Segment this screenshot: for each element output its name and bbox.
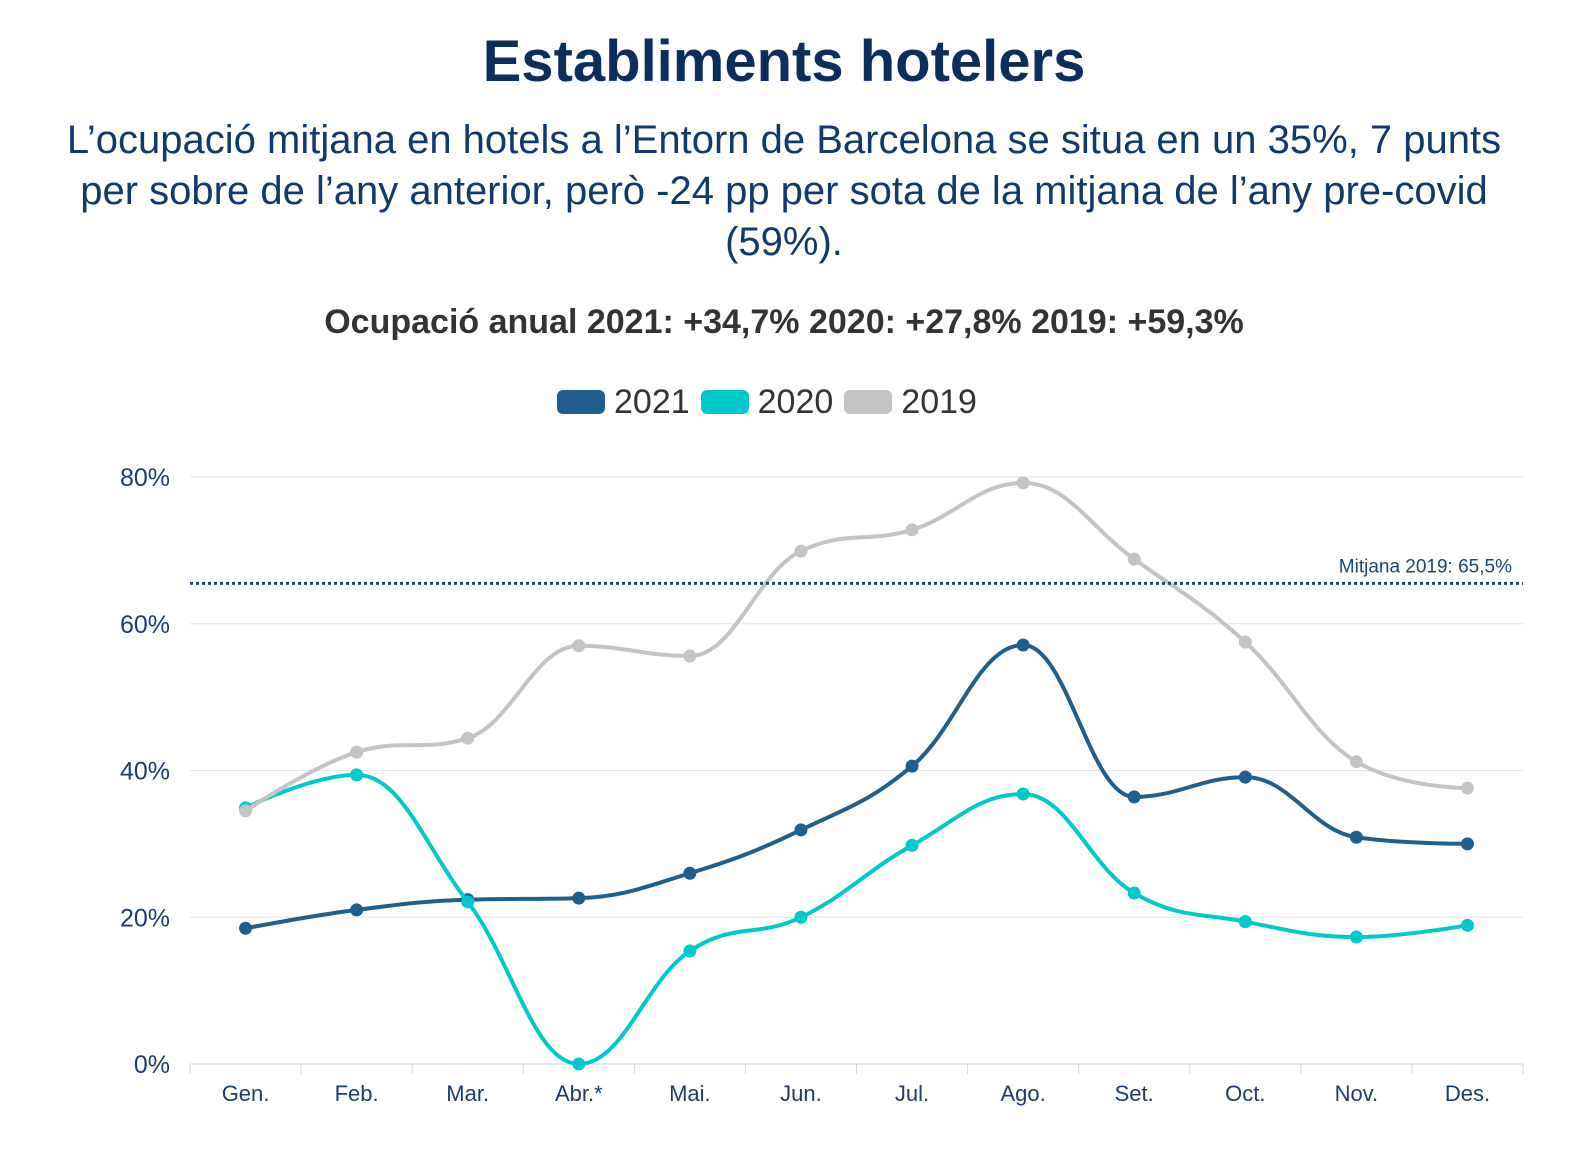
series-2019 — [239, 476, 1474, 818]
x-axis-label: Des. — [1445, 1081, 1490, 1106]
data-point-2020[interactable] — [905, 838, 919, 852]
data-point-2020[interactable] — [1349, 930, 1363, 944]
x-axis-label: Ago. — [1000, 1081, 1045, 1106]
data-point-2021[interactable] — [794, 823, 808, 837]
page-title: Establiments hotelers — [482, 29, 1086, 94]
x-axis-label: Jul. — [895, 1081, 929, 1106]
legend-item-2020[interactable]: 2020 — [700, 382, 834, 422]
reference-line-label: Mitjana 2019: 65,5% — [1339, 556, 1512, 577]
data-point-2021[interactable] — [683, 866, 697, 880]
data-point-2020[interactable] — [683, 944, 697, 958]
data-point-2021[interactable] — [350, 903, 364, 917]
legend-label: 2021 — [614, 383, 690, 421]
data-point-2021[interactable] — [1016, 638, 1030, 652]
series-group — [239, 476, 1474, 1071]
y-axis-labels: 0% 20% 40% 60% 80% — [120, 464, 170, 1079]
grid-lines — [190, 476, 1523, 1065]
x-axis-label: Oct. — [1225, 1081, 1265, 1106]
reference-line-group: Mitjana 2019: 65,5% — [190, 556, 1523, 585]
x-axis-label: Nov. — [1335, 1081, 1379, 1106]
series-2020 — [239, 768, 1474, 1071]
x-axis-label: Jun. — [780, 1081, 822, 1106]
data-point-2021[interactable] — [239, 921, 253, 935]
data-point-2019[interactable] — [461, 731, 475, 745]
data-point-2021[interactable] — [1127, 790, 1141, 804]
page-description: L’ocupació mitjana en hotels a l’Entorn … — [0, 115, 1568, 268]
data-point-2020[interactable] — [1238, 915, 1252, 929]
data-point-2019[interactable] — [1460, 781, 1474, 795]
description-line: per sobre de l’any anterior, però -24 pp… — [80, 169, 1488, 213]
data-point-2020[interactable] — [794, 910, 808, 924]
y-axis-label: 0% — [134, 1051, 170, 1079]
legend-item-2021[interactable]: 2021 — [557, 382, 690, 422]
data-point-2020[interactable] — [1127, 886, 1141, 900]
x-axis-label: Abr.* — [555, 1081, 603, 1106]
data-point-2020[interactable] — [1016, 787, 1030, 801]
data-point-2019[interactable] — [1016, 476, 1030, 490]
data-point-2019[interactable] — [1349, 755, 1363, 769]
data-point-2021[interactable] — [1460, 837, 1474, 851]
data-point-2019[interactable] — [350, 745, 364, 759]
series-line-2020 — [243, 772, 1470, 1066]
description-line: L’ocupació mitjana en hotels a l’Entorn … — [66, 118, 1502, 162]
x-axis-label: Set. — [1115, 1081, 1154, 1106]
description-line: (59%). — [725, 220, 843, 264]
legend: 2021 2020 2019 — [557, 382, 988, 422]
data-point-2019[interactable] — [1127, 552, 1141, 566]
x-axis-label: Feb. — [335, 1081, 379, 1106]
data-point-2021[interactable] — [572, 891, 586, 905]
x-axis-label: Mar. — [446, 1081, 489, 1106]
data-point-2019[interactable] — [1238, 635, 1252, 649]
y-axis-label: 60% — [120, 611, 170, 639]
data-point-2019[interactable] — [905, 523, 919, 537]
series-2021 — [239, 638, 1474, 935]
legend-swatch — [844, 390, 893, 414]
chart-title: Ocupació anual 2021: +34,7% 2020: +27,8%… — [324, 303, 1244, 341]
data-point-2019[interactable] — [572, 639, 586, 653]
data-point-2020[interactable] — [1460, 918, 1474, 932]
data-point-2019[interactable] — [239, 804, 253, 818]
x-axis-labels: Gen. Feb. Mar. Abr.* Mai. Jun. Jul. Ago. Set. Oct… — [222, 1081, 1490, 1106]
legend-label: 2020 — [757, 383, 834, 421]
x-axis-label: Mai. — [669, 1081, 711, 1106]
data-point-2020[interactable] — [572, 1057, 586, 1071]
legend-item-2019[interactable]: 2019 — [844, 382, 977, 422]
x-axis-label: Gen. — [222, 1081, 270, 1106]
data-point-2021[interactable] — [1238, 770, 1252, 784]
x-axis — [189, 1063, 1524, 1074]
legend-swatch — [557, 390, 605, 414]
data-point-2020[interactable] — [461, 895, 475, 909]
y-axis-label: 20% — [120, 904, 170, 932]
data-point-2021[interactable] — [1349, 830, 1363, 844]
legend-label: 2019 — [901, 383, 977, 421]
data-point-2020[interactable] — [350, 768, 364, 782]
data-point-2019[interactable] — [683, 649, 697, 663]
y-axis-label: 40% — [120, 758, 170, 786]
series-line-2019 — [243, 480, 1470, 813]
data-point-2019[interactable] — [794, 544, 808, 558]
legend-swatch — [700, 390, 749, 414]
y-axis-label: 80% — [120, 464, 170, 492]
data-point-2021[interactable] — [905, 759, 919, 773]
